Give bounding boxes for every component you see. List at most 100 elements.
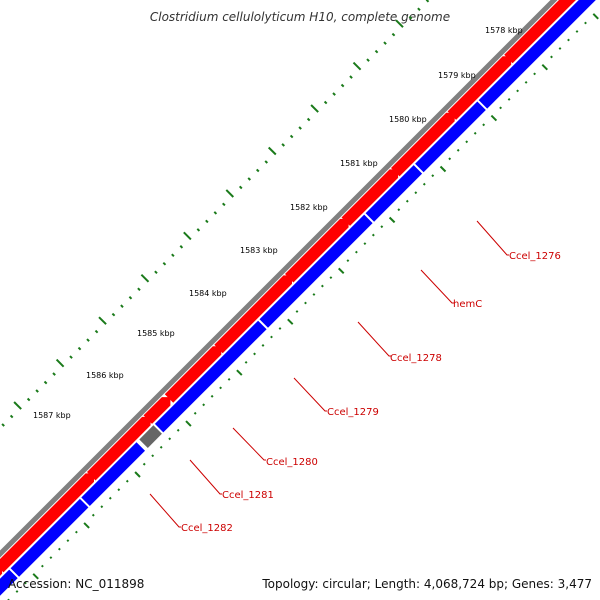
scale-tick [171, 253, 175, 258]
inner-tick [558, 47, 562, 50]
inner-tick [278, 327, 282, 330]
inner-tick [24, 581, 27, 585]
scale-tick [395, 19, 404, 28]
scale-tick [306, 117, 311, 122]
inner-tick [516, 89, 520, 93]
scale-tick [154, 270, 158, 275]
forward-gene-9 [447, 56, 512, 120]
inner-tick [490, 114, 498, 122]
gene-leader-line [420, 269, 454, 304]
scale-label: 1581 kbp [340, 159, 378, 168]
scale-tick [238, 185, 243, 190]
scale-tick [213, 211, 218, 215]
scale-tick [323, 100, 328, 105]
gene-label: Ccel_1279 [327, 407, 379, 418]
gene-label: hemC [453, 299, 482, 310]
scale-label: 1580 kbp [389, 115, 427, 124]
scale-tick [298, 126, 302, 130]
inner-tick [261, 344, 265, 347]
inner-tick [40, 564, 44, 568]
accession-text: Accession: NC_011898 [8, 577, 145, 591]
inner-tick [32, 573, 39, 580]
inner-tick [354, 250, 358, 254]
inner-tick [524, 80, 528, 84]
inner-tick [236, 369, 243, 376]
scale-tick [417, 7, 421, 12]
inner-tick [185, 420, 192, 427]
forward-gene-7 [341, 169, 399, 226]
reverse-gene-4 [154, 320, 267, 433]
gene-label: Ccel_1281 [222, 490, 274, 501]
inner-tick [151, 454, 155, 458]
gene-leader-line [293, 377, 327, 412]
inner-tick [74, 530, 78, 534]
inner-tick [371, 233, 375, 237]
gene-label: Ccel_1280 [266, 457, 318, 468]
scale-tick [222, 202, 226, 207]
scale-tick [183, 231, 192, 241]
scale-tick [340, 83, 345, 88]
inner-tick [550, 55, 553, 59]
inner-tick [193, 411, 197, 415]
reverse-gene-8 [478, 0, 596, 109]
inner-tick [176, 428, 180, 432]
inner-tick [499, 106, 503, 110]
inner-tick [210, 394, 214, 398]
scale-tick [13, 401, 22, 410]
scale-tick [264, 160, 269, 164]
forward-gene-1 [0, 473, 94, 573]
reverse-gene-5 [259, 214, 373, 328]
scale-label: 1583 kbp [240, 246, 278, 255]
inner-tick [388, 216, 396, 224]
scale-tick [94, 329, 99, 334]
scale-tick [77, 346, 82, 351]
scale-tick [352, 61, 362, 71]
inner-tick [439, 165, 447, 173]
scale-tick [52, 372, 56, 376]
scale-tick [281, 143, 285, 147]
inner-tick [380, 225, 384, 229]
inner-tick [338, 267, 345, 275]
scale-labels: 1578 kbp 1579 kbp 1580 kbp 1581 kbp 1582 kbp… [33, 26, 523, 420]
scale-tick [55, 358, 65, 368]
scale-tick [366, 58, 370, 62]
scale-tick [247, 177, 252, 181]
inner-tick [57, 547, 61, 551]
scale-tick [225, 189, 235, 198]
scale-tick [26, 397, 31, 402]
gene-label: Ccel_1276 [509, 251, 561, 262]
scale-label: 1585 kbp [137, 329, 175, 338]
gene-leader-line [476, 220, 509, 256]
inner-tick [473, 131, 477, 135]
inner-tick [168, 437, 172, 441]
inner-tick [117, 488, 121, 492]
scale-tick [374, 49, 379, 54]
scale-label: 1584 kbp [189, 289, 227, 298]
scale-tick [179, 245, 184, 249]
scale-tick [1, 423, 5, 427]
inner-tick [219, 386, 223, 390]
scale-label: 1586 kbp [86, 371, 124, 380]
inner-tick [270, 335, 273, 339]
scale-ticks [1, 0, 430, 427]
scale-tick [332, 92, 336, 96]
scale-tick [128, 295, 133, 300]
inner-tick [414, 191, 418, 195]
inner-tick [320, 284, 324, 288]
forward-gene-4 [164, 346, 222, 403]
scale-tick [196, 228, 201, 232]
scale-label: 1578 kbp [485, 26, 523, 35]
gene-labels: Ccel_1276 hemC Ccel_1278 Ccel_1279 Ccel_1280… [149, 220, 561, 534]
inner-tick [448, 157, 452, 161]
gene-label: Ccel_1278 [390, 353, 442, 364]
scale-tick [9, 414, 14, 419]
forward-gene-3 [143, 397, 171, 424]
inner-tick [422, 182, 426, 186]
scale-tick [120, 304, 124, 308]
scale-tick [205, 219, 209, 224]
inner-tick [100, 505, 104, 509]
inner-tick [592, 13, 599, 20]
inner-tick [227, 377, 231, 381]
